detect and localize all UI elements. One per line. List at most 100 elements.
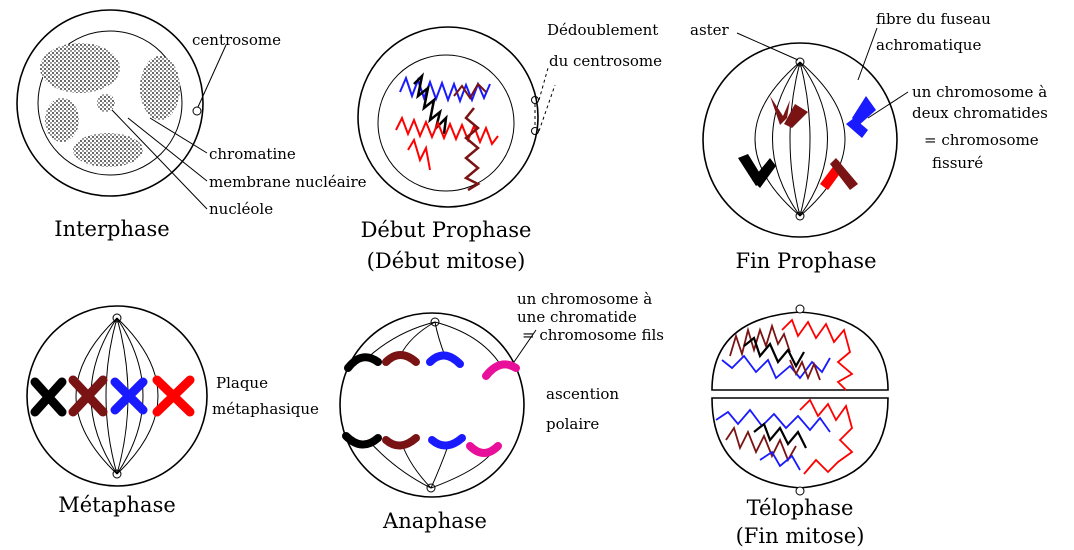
chromatid-pink [482,360,520,380]
anaphase-cell-membrane [339,312,525,498]
chromatid-brown [382,434,420,450]
chromosome-brown-2 [453,82,487,100]
nucleole-pointer [111,109,208,210]
chromatin-brown [729,323,791,358]
membrane-pointer [127,117,208,182]
interphase-nuclear-membrane [37,30,183,176]
chromatid-pink [466,442,502,457]
chromosome-red [395,115,499,147]
membrane-label: membrane nucléaire [209,173,367,191]
chromosome-red [830,158,858,190]
metaphase-cell-membrane [26,305,208,487]
anaphase-title: Anaphase [382,509,487,533]
aster-pointer [736,32,799,61]
spindle-fiber [401,443,432,489]
chromosome-red [152,375,195,417]
pole-top [795,304,805,314]
chromatid-brown [382,351,420,366]
centrosome-pointer [197,44,227,108]
metaphase-title: Métaphase [58,493,176,517]
spindle-fiber [754,61,801,217]
late-prophase-stage: aster fibre du fuseau achromatique un ch… [690,10,1048,273]
chromatine-label: chromatine [209,145,296,163]
ascention-label-line2: polaire [546,415,599,433]
chromatin-blob [40,43,120,93]
chromosome2-label-line4: fissuré [932,154,983,172]
spindle-fiber [799,61,846,217]
dedoublement-label-line2: du centrosome [549,52,662,70]
fibre-pointer [857,27,878,81]
fibre-label-line1: fibre du fuseau [876,10,991,28]
chromosome-blue [852,96,876,126]
anaphase-stage: un chromosome à une chromatide = chromos… [339,290,664,533]
chromosome2-label-line3: = chromosome [924,131,1039,149]
late-prophase-cell-membrane [702,42,898,238]
spindle-fiber [799,61,811,217]
pole-bottom [795,486,805,496]
spindle-fiber [789,61,801,217]
chromatid-blue [428,434,466,450]
spindle-fiber [430,445,449,489]
nucleolus [97,94,115,112]
centrosome-dot [192,106,202,116]
chromatin-blob [45,98,79,142]
chromosome2-label-line2: deux chromatides [912,104,1048,122]
chromatin-blob [73,133,143,167]
nucleole-label: nucléole [209,200,273,218]
telophase-title-line1: Télophase [747,496,854,520]
plaque-label-line2: métaphasique [212,400,319,418]
chromatin-brown [725,425,797,463]
chromatin-blue [715,408,831,433]
chromosome1-label-line2: une chromatide [517,308,637,326]
early-prophase-title-line1: Début Prophase [361,218,532,242]
late-prophase-title: Fin Prophase [736,249,877,273]
chromosome1-label-line1: un chromosome à [517,290,652,308]
chromatin-black [743,336,805,369]
chromatid-black [344,353,382,372]
centrosome-dot [531,96,539,104]
chromosome-red-2 [407,137,431,171]
ascention-label-line1: ascention [546,385,619,403]
spindle-fiber [116,317,159,475]
telophase-stage: Télophase (Fin mitose) [711,304,889,548]
fibre-label-line2: achromatique [876,36,981,54]
chromatin-blue-2 [759,450,801,471]
spindle-fiber [105,317,118,475]
chromosome-black [30,377,67,417]
interphase-stage: centrosome chromatine membrane nucléaire… [16,9,367,241]
early-prophase-cell-membrane [357,26,539,208]
chromatin-red [781,318,854,391]
chromosome2-label-line1: un chromosome à [912,83,1047,101]
spindle-fiber [90,317,118,475]
chromatin-brown-2 [789,359,821,381]
early-prophase-nuclear-membrane [377,54,515,192]
chromatin-blob [140,56,180,120]
chromatid-blue [426,351,464,368]
telophase-title-line2: (Fin mitose) [736,524,865,548]
chromosome-black [752,158,776,188]
chromosome-blue [846,118,868,138]
spindle-fiber [116,317,144,475]
spindle-fiber [434,321,501,365]
early-prophase-stage: Dédoublement du centrosome Début Prophas… [357,21,662,273]
chromosome1-label-line3: = chromosome fils [522,326,664,344]
aster-label: aster [690,21,730,39]
chromosome2-pointer [867,91,909,119]
interphase-cell-membrane [16,9,204,197]
metaphase-stage: Plaque métaphasique Métaphase [26,305,319,517]
centrosome-dot [531,127,539,135]
spindle-fiber [772,61,801,217]
chromosome-brown [770,96,790,125]
centrosome-label: centrosome [192,31,281,49]
chromosome-brown [68,375,108,417]
chromosome-brown [463,107,481,192]
chromatin-black [753,422,807,449]
interphase-title: Interphase [54,217,169,241]
spindle-fiber [799,61,828,217]
dedoublement-pointer [538,84,556,132]
chromatine-pointer [149,117,208,154]
chromosome-blue [399,75,491,104]
spindle-fiber [75,317,118,475]
dedoublement-pointer [538,67,549,101]
